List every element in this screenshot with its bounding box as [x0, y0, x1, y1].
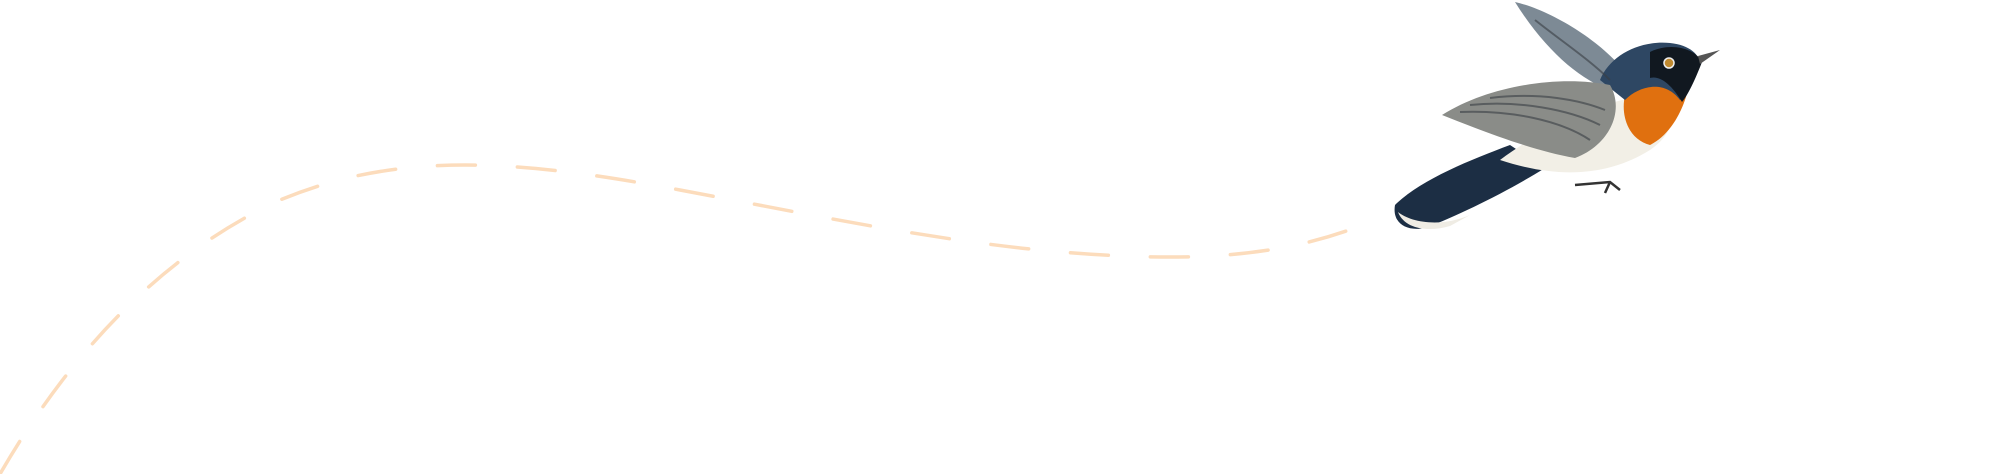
bird-tail: [1394, 145, 1545, 229]
bird-beak: [1698, 50, 1720, 64]
bird-tail-tips: [1398, 212, 1470, 230]
dashed-flight-path: [0, 163, 1362, 474]
bird-feet: [1574, 180, 1621, 194]
bird-face-mask: [1650, 47, 1702, 102]
bird-eye: [1663, 57, 1675, 69]
bird-image: [1394, 2, 1720, 230]
